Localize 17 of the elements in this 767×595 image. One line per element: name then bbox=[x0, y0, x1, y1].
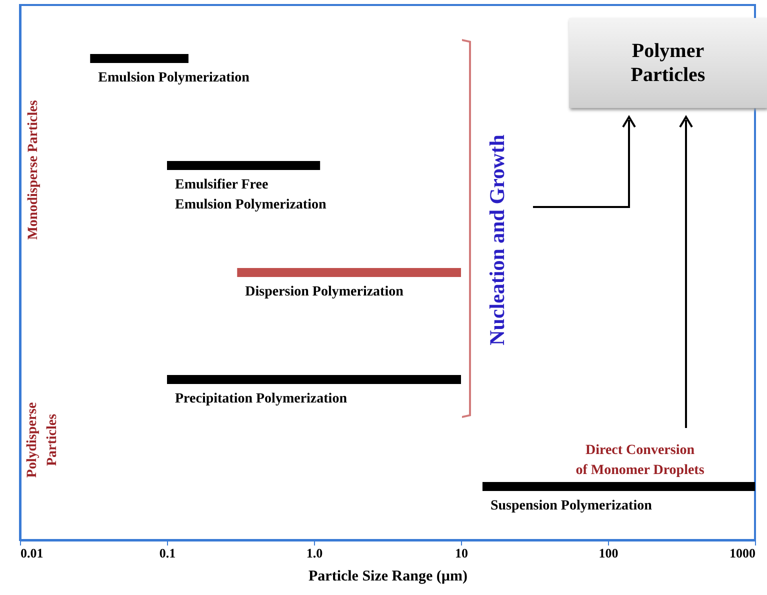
x-tick-label: 1.0 bbox=[306, 546, 323, 560]
x-tick-label: 100 bbox=[598, 546, 618, 560]
y-tick-label: Emulsion Polymerization bbox=[98, 70, 250, 86]
x-tick-label: 10 bbox=[455, 546, 468, 560]
annotation: Direct Conversion of Monomer Droplets bbox=[576, 443, 705, 478]
x-tick-label: 1000 bbox=[730, 546, 756, 560]
y-tick-label: Dispersion Polymerization bbox=[245, 284, 404, 300]
annotation: Monodisperse Particles bbox=[26, 100, 41, 240]
label-box: Polymer Particles bbox=[569, 18, 767, 108]
y-tick-label: Precipitation Polymerization bbox=[175, 392, 348, 406]
x-tick-label: 0.01 bbox=[20, 546, 44, 560]
y-tick-label: Suspension Polymerization bbox=[490, 498, 652, 514]
annotation: Nucleation and Growth bbox=[485, 134, 509, 346]
x-axis-title: Particle Size Range (µm) bbox=[308, 568, 468, 584]
annotation: Polydisperse Particles bbox=[25, 402, 60, 478]
y-tick-label: Emulsifier Free Emulsion Polymerization bbox=[175, 178, 326, 212]
x-tick-label: 0.1 bbox=[159, 546, 176, 560]
